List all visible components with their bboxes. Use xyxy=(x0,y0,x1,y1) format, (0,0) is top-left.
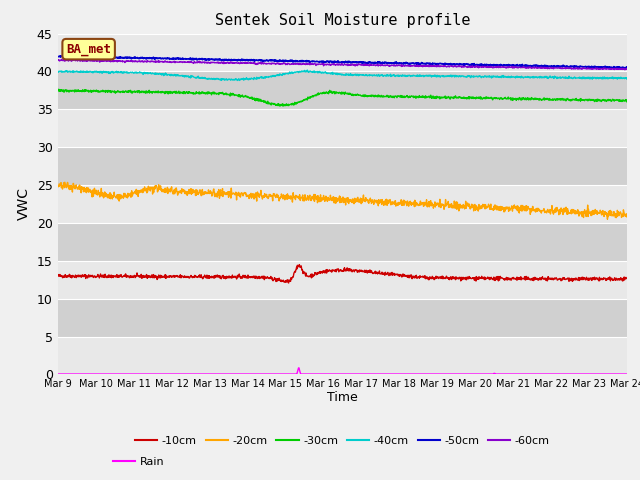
Bar xyxy=(58,336,627,374)
X-axis label: Time: Time xyxy=(327,391,358,404)
Bar xyxy=(58,223,627,261)
Legend: Rain: Rain xyxy=(109,452,169,471)
Bar xyxy=(58,261,627,299)
Bar xyxy=(58,185,627,223)
Bar xyxy=(58,34,627,72)
Bar xyxy=(58,147,627,185)
Text: BA_met: BA_met xyxy=(66,43,111,56)
Bar xyxy=(58,109,627,147)
Bar xyxy=(58,299,627,336)
Y-axis label: VWC: VWC xyxy=(17,188,31,220)
Title: Sentek Soil Moisture profile: Sentek Soil Moisture profile xyxy=(214,13,470,28)
Bar xyxy=(58,72,627,109)
